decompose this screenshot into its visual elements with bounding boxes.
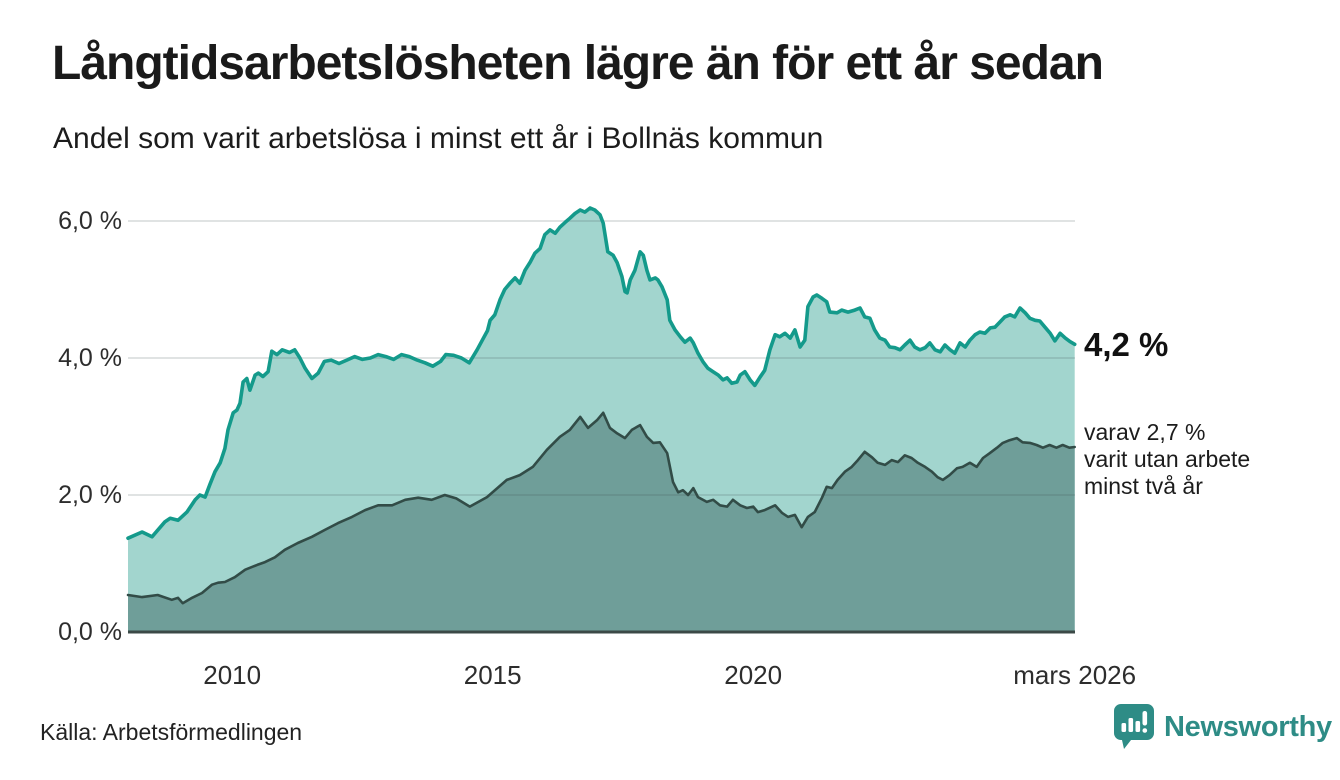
area-secondary-fill — [128, 412, 1075, 632]
secondary-annotation-line3: minst två år — [1084, 473, 1203, 499]
newsworthy-bar-chart-icon — [1113, 703, 1155, 751]
source-note: Källa: Arbetsförmedlingen — [40, 719, 303, 745]
latest-value-annotation: 4,2 % — [1084, 326, 1169, 363]
page-title: Långtidsarbetslösheten lägre än för ett … — [52, 37, 1104, 90]
line-secondary — [126, 411, 1076, 605]
newsworthy-wordmark: Newsworthy — [1164, 710, 1332, 743]
newsworthy-logo[interactable]: Newsworthy — [1113, 703, 1332, 751]
secondary-value-annotation: varav 2,7 % varit utan arbete minst två … — [1084, 419, 1250, 500]
secondary-annotation-line1: varav 2,7 % — [1084, 419, 1206, 445]
page-subtitle: Andel som varit arbetslösa i minst ett å… — [53, 122, 824, 155]
line-total — [126, 206, 1077, 540]
secondary-annotation-line2: varit utan arbete — [1084, 446, 1251, 472]
